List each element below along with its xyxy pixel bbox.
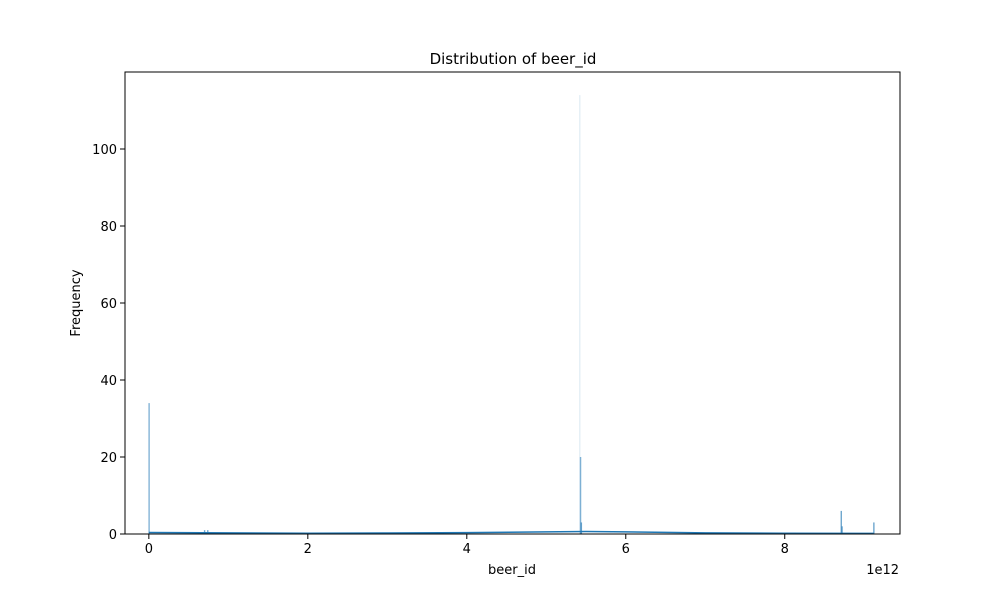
y-axis-label: Frequency — [69, 269, 84, 336]
x-tick-label: 6 — [622, 542, 630, 557]
y-tick-label: 100 — [92, 143, 117, 158]
y-tick-label: 0 — [109, 528, 117, 543]
histogram-bar — [840, 510, 842, 534]
histogram-bar — [148, 403, 150, 534]
histogram-bar — [579, 95, 581, 534]
axes-frame — [124, 71, 901, 535]
histogram-bar — [841, 526, 843, 534]
plot-area — [148, 95, 875, 535]
histogram-bar — [580, 522, 583, 534]
y-tick-label: 80 — [100, 220, 117, 235]
x-tick-label: 8 — [781, 542, 789, 557]
x-axis: 0 2 4 6 8 — [145, 534, 789, 557]
x-tick-label: 4 — [463, 542, 471, 557]
y-tick-label: 40 — [100, 374, 117, 389]
x-tick-label: 2 — [304, 542, 312, 557]
histogram-bar — [579, 457, 582, 534]
histogram-bar — [873, 522, 875, 534]
kde-line — [148, 530, 874, 535]
y-tick-label: 60 — [100, 297, 117, 312]
y-tick-label: 20 — [100, 451, 117, 466]
x-axis-offset-label: 1e12 — [866, 563, 899, 578]
x-tick-label: 0 — [145, 542, 153, 557]
x-axis-label: beer_id — [488, 563, 536, 578]
y-axis: 0 20 40 60 80 100 — [92, 143, 125, 543]
chart-title: Distribution of beer_id — [430, 50, 597, 69]
